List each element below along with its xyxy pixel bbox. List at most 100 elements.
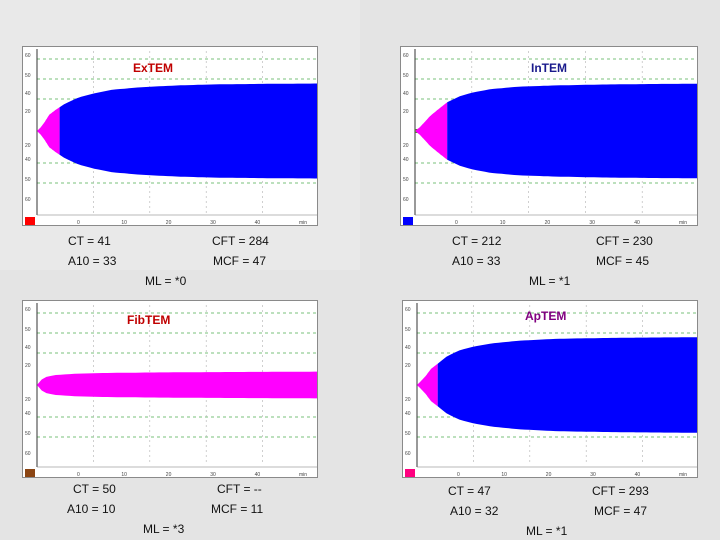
y-tick-label: 50 <box>25 177 31 183</box>
cft-value: CFT = 284 <box>212 234 269 248</box>
x-tick-label: 30 <box>210 472 216 478</box>
ct-value: CT = 47 <box>448 484 491 498</box>
y-tick-label: 40 <box>25 345 31 351</box>
chart-svg: 60 50 40 20 20 40 50 60 0 10 20 30 40 min <box>405 303 697 478</box>
x-tick-label: 40 <box>255 220 261 226</box>
cft-value: CFT = -- <box>217 482 262 496</box>
panel-extem: 60 50 40 20 20 40 50 60 0 10 20 30 40 min ExTEM CT = … <box>0 0 360 270</box>
x-tick-label: 30 <box>589 220 595 226</box>
x-tick-label: min <box>679 220 687 226</box>
chart-svg: 60 50 40 20 20 40 50 60 0 10 20 30 40 min <box>25 303 317 478</box>
x-tick-label: 20 <box>546 472 552 478</box>
a10-value: A10 = 33 <box>452 254 501 268</box>
y-tick-label: 20 <box>405 397 411 403</box>
ct-value: CT = 212 <box>452 234 502 248</box>
a10-value: A10 = 10 <box>67 502 116 516</box>
a10-value: A10 = 33 <box>68 254 117 268</box>
x-tick-label: 20 <box>166 472 172 478</box>
chart-title: ExTEM <box>133 61 174 75</box>
chart-title: ApTEM <box>525 309 567 323</box>
y-tick-label: 20 <box>403 143 409 149</box>
plot-area: 60 50 40 20 20 40 50 60 0 10 20 30 40 min ApTEM <box>402 300 698 478</box>
x-tick-label: 10 <box>501 472 507 478</box>
x-tick-label: 20 <box>166 220 172 226</box>
plot-area: 60 50 40 20 20 40 50 60 0 10 20 30 40 min ExTEM <box>22 46 318 226</box>
early-phase-area <box>417 363 438 407</box>
y-tick-label: 60 <box>25 197 31 203</box>
ml-value-extem: ML = *0 <box>145 274 187 288</box>
x-tick-label: 0 <box>77 220 80 226</box>
y-tick-label: 60 <box>403 197 409 203</box>
y-tick-label: 60 <box>25 451 31 457</box>
x-tick-label: min <box>679 472 687 478</box>
y-tick-label: 50 <box>25 431 31 437</box>
mcf-value: MCF = 11 <box>211 502 264 516</box>
early-phase-area <box>37 107 60 155</box>
clot-firmness-area <box>437 337 697 433</box>
cft-value: CFT = 293 <box>592 484 649 498</box>
panel-aptem: 60 50 40 20 20 40 50 60 0 10 20 30 40 min ApTEM CT = … <box>380 296 720 540</box>
x-tick-label: 10 <box>121 472 127 478</box>
channel-indicator <box>405 469 415 477</box>
early-phase-area <box>415 102 448 160</box>
y-tick-label: 20 <box>25 363 31 369</box>
ct-value: CT = 50 <box>73 482 116 496</box>
panel-fibtem: 60 50 40 20 20 40 50 60 0 10 20 30 40 min FibTEM CT =… <box>0 296 360 540</box>
chart-title: InTEM <box>531 61 567 75</box>
y-tick-label: 60 <box>405 451 411 457</box>
x-tick-label: min <box>299 220 307 226</box>
plot-area: 60 50 40 20 20 40 50 60 0 10 20 30 40 min InTEM <box>400 46 698 226</box>
y-tick-label: 60 <box>25 307 31 313</box>
y-tick-label: 60 <box>403 53 409 59</box>
y-tick-label: 40 <box>405 411 411 417</box>
y-tick-label: 50 <box>403 73 409 79</box>
mcf-value: MCF = 45 <box>596 254 650 268</box>
y-tick-label: 40 <box>25 411 31 417</box>
ml-value-fibtem: ML = *3 <box>143 522 185 536</box>
x-tick-label: 10 <box>121 220 127 226</box>
ml-value-aptem: ML = *1 <box>526 524 568 538</box>
x-tick-label: 20 <box>545 220 551 226</box>
y-tick-label: 50 <box>405 431 411 437</box>
x-tick-label: 10 <box>500 220 506 226</box>
chart-svg: 60 50 40 20 20 40 50 60 0 10 20 30 40 min <box>403 49 697 226</box>
y-tick-label: 20 <box>25 397 31 403</box>
panel-intem: 60 50 40 20 20 40 50 60 0 10 20 30 40 min InTEM CT = … <box>380 0 720 270</box>
ml-value-intem: ML = *1 <box>529 274 571 288</box>
y-tick-label: 40 <box>403 157 409 163</box>
channel-indicator <box>403 217 413 225</box>
y-tick-label: 40 <box>405 345 411 351</box>
y-tick-label: 40 <box>25 91 31 97</box>
x-tick-label: 0 <box>77 472 80 478</box>
cft-value: CFT = 230 <box>596 234 653 248</box>
x-tick-label: 40 <box>635 472 641 478</box>
y-tick-label: 20 <box>405 363 411 369</box>
y-tick-label: 20 <box>403 109 409 115</box>
early-phase-area <box>37 371 317 399</box>
y-tick-label: 50 <box>405 327 411 333</box>
y-tick-label: 40 <box>403 91 409 97</box>
y-tick-label: 50 <box>25 327 31 333</box>
a10-value: A10 = 32 <box>450 504 499 518</box>
channel-indicator <box>25 469 35 477</box>
y-tick-label: 40 <box>25 157 31 163</box>
y-tick-label: 60 <box>405 307 411 313</box>
x-tick-label: 40 <box>634 220 640 226</box>
plot-area: 60 50 40 20 20 40 50 60 0 10 20 30 40 min FibTEM <box>22 300 318 478</box>
mcf-value: MCF = 47 <box>594 504 648 518</box>
x-tick-label: 0 <box>457 472 460 478</box>
y-tick-label: 50 <box>25 73 31 79</box>
x-tick-label: 40 <box>255 472 261 478</box>
mcf-value: MCF = 47 <box>213 254 267 268</box>
chart-svg: 60 50 40 20 20 40 50 60 0 10 20 30 40 min <box>25 49 317 226</box>
x-tick-label: 0 <box>455 220 458 226</box>
y-tick-label: 20 <box>25 109 31 115</box>
y-tick-label: 50 <box>403 177 409 183</box>
clot-firmness-area <box>59 83 317 179</box>
x-tick-label: min <box>299 472 307 478</box>
y-tick-label: 20 <box>25 143 31 149</box>
x-tick-label: 30 <box>210 220 216 226</box>
x-tick-label: 30 <box>590 472 596 478</box>
ct-value: CT = 41 <box>68 234 111 248</box>
clot-firmness-area <box>447 83 697 179</box>
